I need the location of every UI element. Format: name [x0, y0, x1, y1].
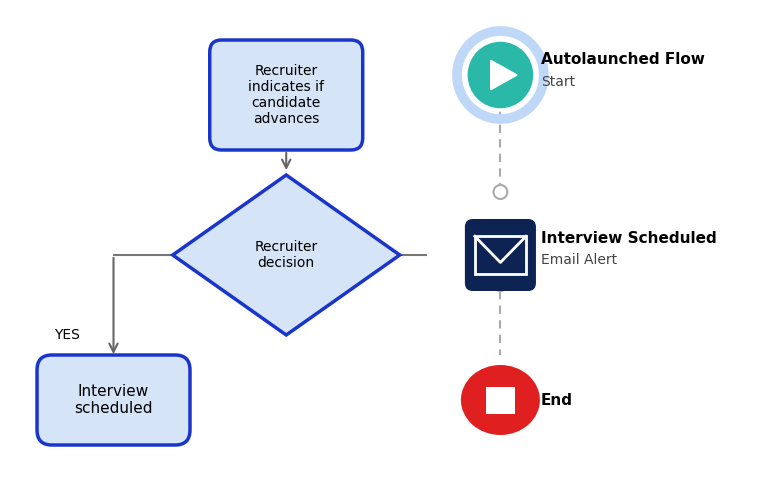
FancyBboxPatch shape [37, 355, 190, 445]
Ellipse shape [494, 185, 507, 199]
Text: Recruiter
indicates if
candidate
advances: Recruiter indicates if candidate advance… [248, 64, 325, 126]
FancyBboxPatch shape [485, 386, 515, 414]
Text: End: End [541, 393, 573, 407]
FancyBboxPatch shape [465, 219, 536, 291]
Text: Autolaunched Flow: Autolaunched Flow [541, 52, 705, 68]
FancyBboxPatch shape [210, 40, 363, 150]
Ellipse shape [461, 365, 540, 435]
Text: Recruiter
decision: Recruiter decision [255, 240, 318, 270]
Text: YES: YES [54, 328, 80, 342]
Polygon shape [491, 60, 517, 90]
Text: Start: Start [541, 75, 575, 89]
Ellipse shape [494, 277, 507, 291]
Polygon shape [173, 175, 400, 335]
Text: Email Alert: Email Alert [541, 253, 617, 267]
Text: Interview Scheduled: Interview Scheduled [541, 230, 716, 245]
Text: Interview
scheduled: Interview scheduled [74, 384, 152, 416]
Ellipse shape [466, 40, 535, 110]
